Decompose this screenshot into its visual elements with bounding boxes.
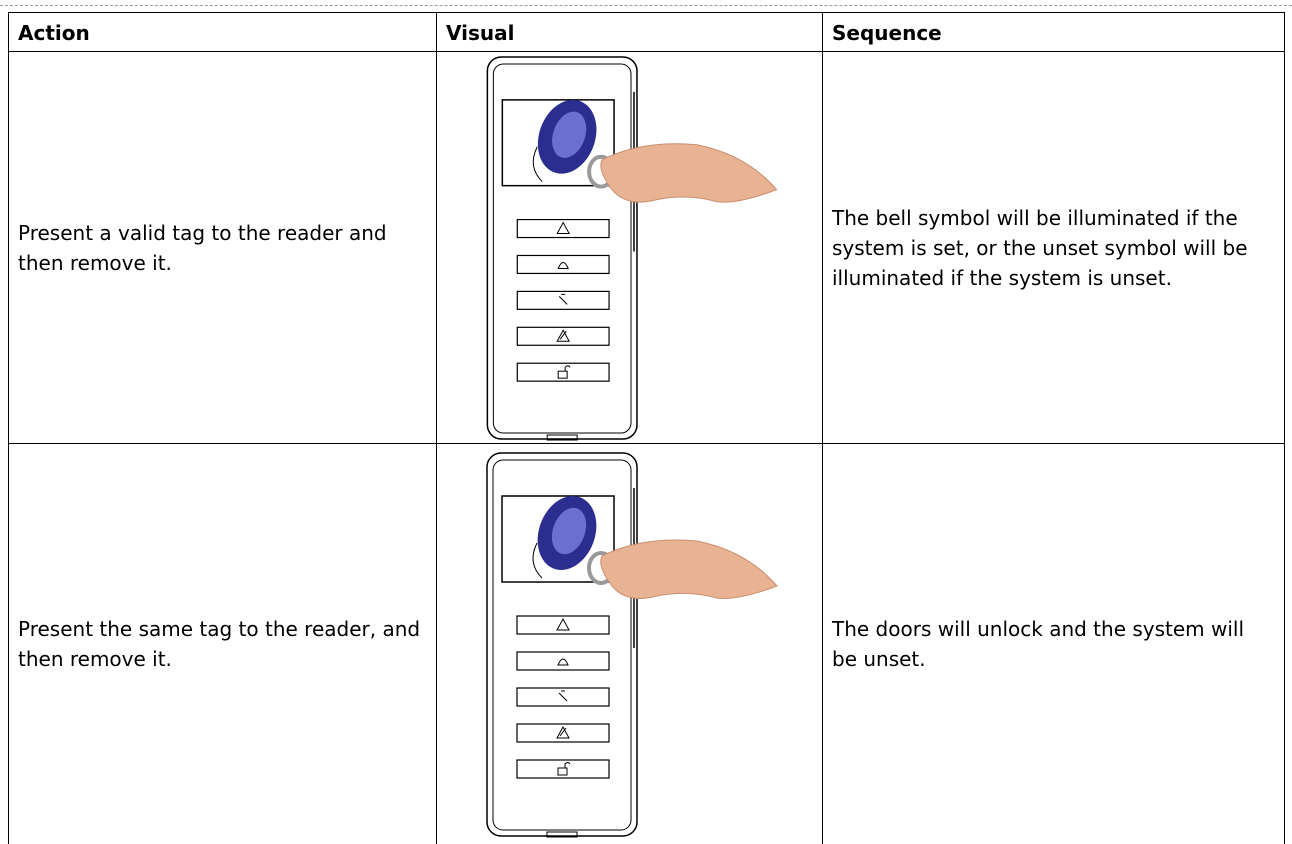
table-row: Present the same tag to the reader, and … [8,443,1285,844]
instruction-table: Action Visual Sequence Present a valid t… [8,12,1285,844]
page-edge [0,5,1292,6]
visual-cell [436,51,823,444]
header-row: Action Visual Sequence [8,12,1285,52]
header-cell: Action [8,12,437,52]
action-cell: Present the same tag to the reader, and … [8,443,437,844]
visual-cell [436,443,823,844]
header-cell: Visual [436,12,823,52]
table-row: Present a valid tag to the reader and th… [8,51,1285,444]
reader-illustration [437,444,823,844]
sequence-cell: The doors will unlock and the system wil… [822,443,1285,844]
action-cell: Present a valid tag to the reader and th… [8,51,437,444]
sequence-cell: The bell symbol will be illuminated if t… [822,51,1285,444]
reader-illustration [437,52,823,443]
header-cell: Sequence [822,12,1285,52]
